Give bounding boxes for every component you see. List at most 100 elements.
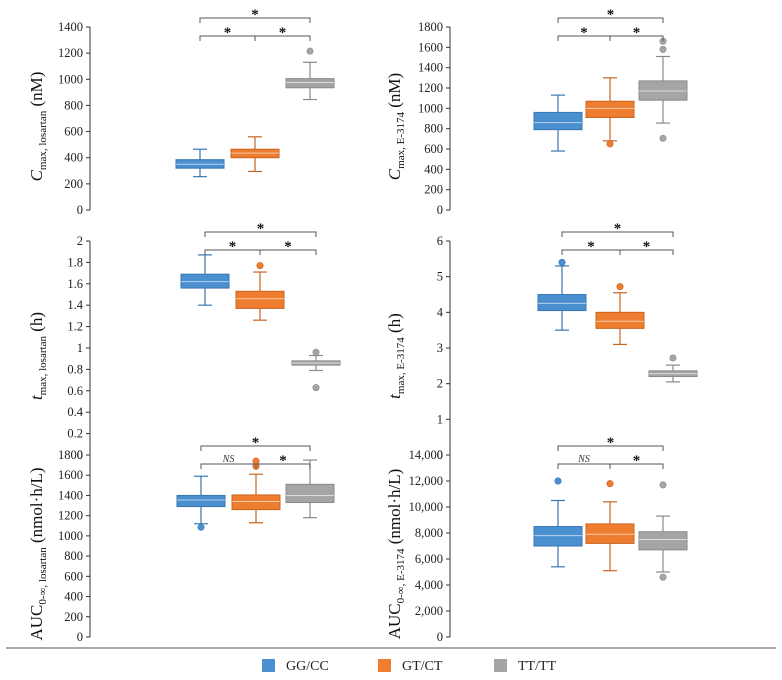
y-tick-label: 1.6 <box>67 277 83 291</box>
comparison-bracket: * <box>199 7 311 23</box>
bracket-line <box>255 463 311 469</box>
y-tick-label: 600 <box>424 142 443 156</box>
legend-swatch <box>494 659 507 672</box>
significance-label: * <box>251 7 259 23</box>
y-tick-label: 14,000 <box>409 448 443 462</box>
box-iqr <box>585 100 635 118</box>
bracket-line <box>557 445 664 451</box>
legend-item-gt-ct: GT/CT <box>378 659 443 674</box>
outlier-point <box>606 480 614 488</box>
y-tick-label: 3 <box>437 341 443 355</box>
box-gg-cc <box>533 477 583 568</box>
significance-label: * <box>614 221 622 237</box>
significance-label: * <box>229 239 237 255</box>
box-gg-cc <box>176 475 226 531</box>
y-tick-label: 1 <box>77 341 83 355</box>
significance-label: * <box>224 25 232 41</box>
box-gg-cc <box>537 258 587 331</box>
comparison-bracket: NS <box>557 454 611 469</box>
y-axis-label: Cmax, E-3174 (nM) <box>385 73 407 180</box>
y-tick-label: 200 <box>64 610 83 624</box>
y-tick-label: 1000 <box>418 101 443 115</box>
y-tick-label: 6,000 <box>415 552 443 566</box>
y-label-unit: (nM) <box>385 73 404 112</box>
y-tick-label: 0.2 <box>67 427 83 441</box>
outlier-point <box>256 262 264 270</box>
box-gt-ct <box>231 457 281 524</box>
y-tick-label: 2 <box>77 234 83 248</box>
y-label-unit: (h) <box>27 312 46 336</box>
y-axis-label: Cmax, losartan (nM) <box>27 72 49 182</box>
y-tick-label: 1800 <box>418 20 443 34</box>
legend: GG/CC GT/CT TT/TT <box>262 659 557 674</box>
comparison-bracket: * <box>609 453 664 469</box>
outlier-point <box>659 481 667 489</box>
y-tick-label: 400 <box>424 162 443 176</box>
y-tick-label: 1400 <box>418 61 443 75</box>
significance-label: * <box>587 239 595 255</box>
bracket-line <box>609 35 664 41</box>
comparison-bracket: * <box>557 25 611 41</box>
comparison-bracket: * <box>255 453 311 469</box>
box-tt-tt <box>638 481 688 581</box>
y-tick-label: 400 <box>64 590 83 604</box>
significance-label: * <box>633 453 641 469</box>
y-tick-label: 6 <box>437 234 443 248</box>
box-gg-cc <box>175 148 225 178</box>
y-tick-label: 0.6 <box>67 384 83 398</box>
y-tick-label: 2 <box>437 377 443 391</box>
y-tick-label: 1.2 <box>67 320 83 334</box>
y-label-main: t <box>27 394 46 400</box>
outlier-point <box>554 477 562 485</box>
chart-panel-4: 0 1 2 3 4 5 6 tmax, E-3174 (h) * * * <box>385 221 698 462</box>
box-iqr <box>176 494 226 508</box>
box-tt-tt <box>638 37 688 142</box>
box-iqr <box>533 111 583 131</box>
box-tt-tt <box>285 459 335 519</box>
outlier-point <box>659 573 667 581</box>
significance-label: * <box>257 221 265 237</box>
y-tick-label: 200 <box>424 183 443 197</box>
comparison-bracket: * <box>200 435 311 451</box>
comparison-bracket: * <box>199 25 256 41</box>
legend-label: GG/CC <box>286 659 329 674</box>
bracket-line <box>254 35 311 41</box>
outlier-point <box>306 47 314 55</box>
box-iqr <box>638 531 688 551</box>
box-iqr <box>231 494 281 511</box>
chart-panel-2: 0 200 400 600 800 1000 1200 1400 1600 1800 Cmax, E… <box>385 7 688 217</box>
y-tick-label: 0.4 <box>67 405 83 419</box>
comparison-bracket: * <box>561 221 674 237</box>
y-label-main: C <box>27 169 46 181</box>
y-label-main: AUC <box>385 603 404 639</box>
legend-swatch <box>262 659 275 672</box>
box-iqr <box>585 523 635 544</box>
y-label-subscript: max, losartan <box>37 110 49 170</box>
comparison-bracket: * <box>619 239 674 255</box>
y-label-main: AUC <box>27 605 46 641</box>
y-tick-label: 1 <box>437 412 443 426</box>
box-iqr <box>533 526 583 547</box>
y-tick-label: 800 <box>64 98 83 112</box>
bracket-line <box>561 231 674 237</box>
y-tick-label: 1800 <box>58 448 83 462</box>
y-tick-label: 1600 <box>418 40 443 54</box>
outlier-point <box>312 348 320 356</box>
significance-label: NS <box>577 454 590 465</box>
outlier-point <box>616 283 624 291</box>
y-tick-label: 1600 <box>58 468 83 482</box>
legend-label: GT/CT <box>402 659 443 674</box>
y-tick-label: 1400 <box>58 20 83 34</box>
significance-label: * <box>607 435 615 451</box>
box-iqr <box>285 483 335 504</box>
y-tick-label: 1200 <box>58 46 83 60</box>
y-label-main: C <box>385 168 404 180</box>
chart-panel-1: 0 200 400 600 800 1000 1200 1400 Cmax, losartan … <box>27 7 335 217</box>
comparison-bracket: * <box>254 25 311 41</box>
comparison-bracket: * <box>609 25 664 41</box>
y-tick-label: 1.4 <box>67 298 83 312</box>
y-label-main: t <box>385 393 404 399</box>
box-gg-cc <box>180 254 230 306</box>
y-label-unit: (nM) <box>27 72 46 111</box>
chart-panel-5: 0 200 400 600 800 1000 1200 1400 1600 1800 AUC0-∞,… <box>27 435 335 644</box>
